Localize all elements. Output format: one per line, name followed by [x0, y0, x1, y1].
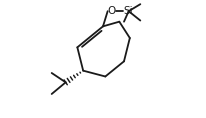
Text: O: O: [107, 6, 115, 16]
Text: Si: Si: [124, 6, 133, 16]
